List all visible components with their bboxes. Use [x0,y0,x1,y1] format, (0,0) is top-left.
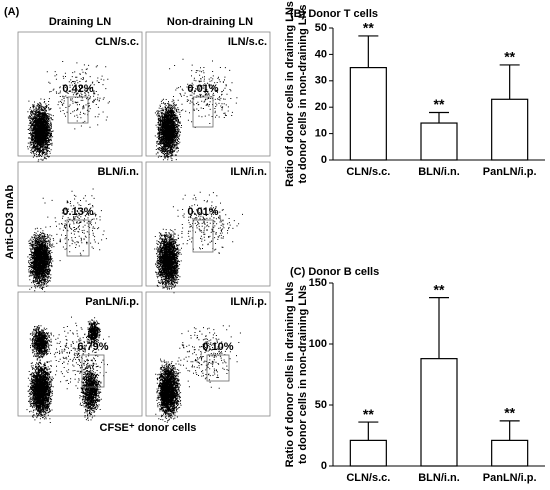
error-bar [358,421,379,441]
gate [192,219,214,253]
column-header: Draining LN [49,16,111,28]
panel-sample: CLN/s.c. [95,36,139,48]
error-bar [429,297,449,359]
gate-percent: 0.01% [187,206,218,218]
significance: ** [504,405,515,421]
gate [192,96,214,128]
y-tick-label: 40 [315,48,327,60]
y-tick-label: 10 [315,128,327,140]
bar [491,439,529,467]
plot-frame [145,291,271,417]
bar [491,98,529,161]
panel-sample: PanLN/i.p. [85,296,139,308]
y-axis-label: to donor cells in non-draining LNs [297,4,309,183]
cell-dots [27,61,110,162]
error-bar [429,111,449,124]
significance: ** [504,49,515,65]
x-tick-label: BLN/i.n. [418,166,460,178]
bar [420,122,458,161]
gate [81,354,105,388]
x-tick-label: PanLN/i.p. [483,472,537,484]
y-tick-label: 50 [315,22,327,34]
bar [349,66,387,161]
cell-dots [154,191,243,294]
x-tick-label: CLN/s.c. [346,166,390,178]
significance: ** [434,96,445,112]
plot-frame [17,161,143,287]
bar [420,358,458,467]
panel-sample: ILN/i.n. [230,166,267,178]
gate [206,354,230,382]
y-tick-label: 30 [315,75,327,87]
y-axis-label: Anti-CD3 mAb [4,184,16,259]
chart-title: (B) Donor T cells [290,8,378,20]
significance: ** [363,406,374,422]
bar [349,439,387,467]
gate [66,219,90,257]
column-header: Non-draining LN [167,16,253,28]
x-tick-label: CLN/s.c. [346,472,390,484]
y-axis-label: Ratio of donor cells in draining LNs [284,282,296,468]
y-tick-label: 50 [315,399,327,411]
y-tick-label: 0 [321,154,327,166]
cell-dots [154,58,238,162]
error-bar [499,420,520,441]
error-bar [499,64,520,100]
cell-dots [26,316,110,424]
significance: ** [363,20,374,36]
y-tick-label: 0 [321,460,327,472]
gate-percent: 6.79% [77,341,108,353]
gate [67,96,89,124]
gate-percent: 0.42% [62,83,93,95]
panel-sample: ILN/i.p. [230,296,267,308]
y-tick-label: 100 [309,338,327,350]
gate-percent: 0.01% [187,83,218,95]
y-axis-label: Ratio of donor cells in draining LNs [284,1,296,187]
error-bar [358,35,379,68]
plot-frame [145,31,271,157]
plot-frame [145,161,271,287]
gate-percent: 0.13% [62,206,93,218]
plot-frame [17,291,143,417]
x-axis-label: CFSE⁺ donor cells [100,422,197,434]
gate-percent: 0.10% [202,341,233,353]
panel-label: (A) [4,6,20,18]
panel-sample: ILN/s.c. [228,36,267,48]
cell-dots [155,325,241,423]
significance: ** [434,281,445,297]
panel-sample: BLN/i.n. [97,166,139,178]
y-tick-label: 150 [309,277,327,289]
y-tick-label: 20 [315,101,327,113]
y-axis-label: to donor cells in non-draining LNs [297,285,309,464]
cell-dots [27,188,107,293]
plot-frame [17,31,143,157]
chart-title: (C) Donor B cells [290,266,379,278]
x-tick-label: BLN/i.n. [418,472,460,484]
x-tick-label: PanLN/i.p. [483,166,537,178]
